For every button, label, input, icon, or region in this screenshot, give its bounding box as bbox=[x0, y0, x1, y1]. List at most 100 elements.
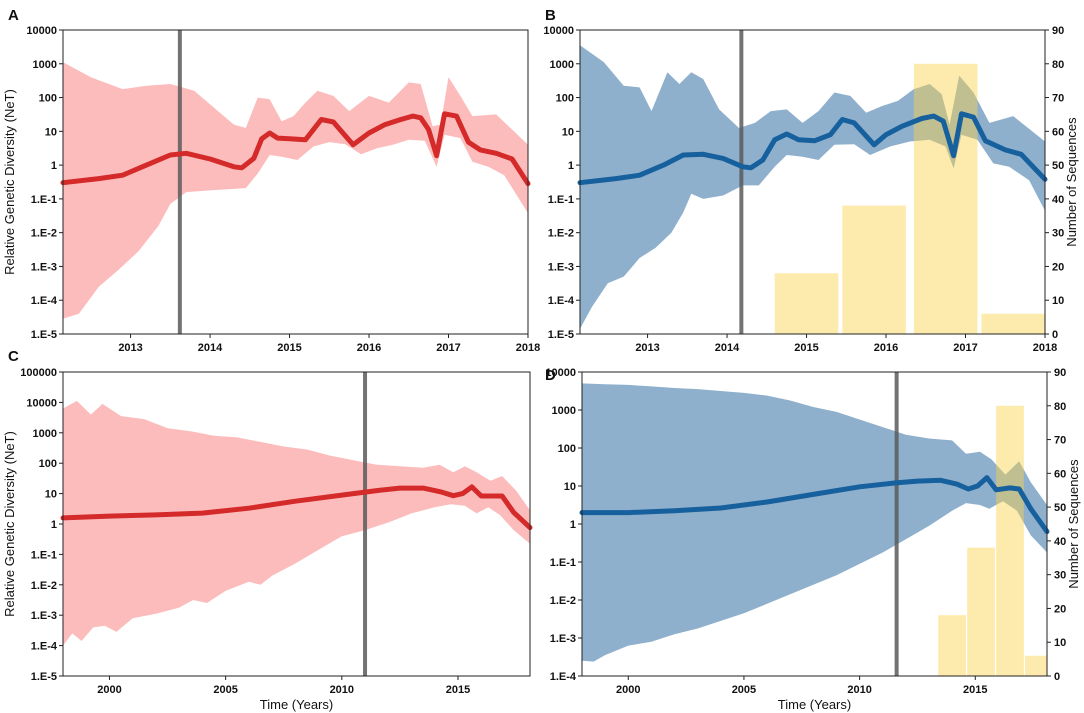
y-tick-label: 1.E-2 bbox=[31, 228, 57, 240]
x-axis-label: Time (Years) bbox=[260, 697, 333, 712]
y-tick-label: 1000 bbox=[552, 405, 576, 417]
y-tick-label: 1.E-1 bbox=[31, 194, 57, 206]
y2-axis-label: Number of Sequences bbox=[1066, 459, 1081, 589]
x-tick-label: 2005 bbox=[213, 684, 237, 696]
y-tick-label: 1.E-5 bbox=[31, 671, 57, 683]
y-tick-label: 1 bbox=[570, 519, 576, 531]
sequence-count-bar bbox=[913, 63, 978, 335]
plot-frame bbox=[579, 29, 1046, 335]
y-tick-label: 1.E-5 bbox=[31, 329, 57, 341]
y-tick-label: 1.E-4 bbox=[31, 295, 58, 307]
y-tick-label: 10 bbox=[45, 126, 57, 138]
x-tick-label: 2015 bbox=[446, 684, 470, 696]
median-line bbox=[60, 484, 533, 531]
y2-tick-label: 30 bbox=[1054, 570, 1066, 582]
y-tick-label: 1.E-4 bbox=[550, 671, 577, 683]
x-tick-label: 2017 bbox=[953, 342, 977, 354]
y-tick-label: 1.E-5 bbox=[548, 329, 574, 341]
y-tick-label: 1 bbox=[568, 160, 574, 172]
y-tick-label: 100 bbox=[39, 458, 57, 470]
x-tick-label: 2015 bbox=[963, 684, 987, 696]
confidence-band bbox=[63, 62, 528, 319]
y-axis-label: Relative Genetic Diversity (NeT) bbox=[2, 431, 17, 617]
y2-tick-label: 0 bbox=[1054, 671, 1060, 683]
y-tick-label: 1000 bbox=[33, 59, 57, 71]
panel-b: 1000010001001011.E-11.E-21.E-31.E-41.E-5… bbox=[543, 7, 1079, 354]
sequence-count-bar bbox=[774, 273, 839, 334]
y-tick-label: 1.E-3 bbox=[31, 610, 57, 622]
sequence-count-bar bbox=[842, 205, 906, 334]
sequence-count-bar bbox=[967, 547, 995, 676]
y2-tick-label: 40 bbox=[1052, 194, 1064, 206]
y-tick-label: 100 bbox=[556, 93, 574, 105]
y2-tick-label: 10 bbox=[1052, 295, 1064, 307]
panel-a: 10000 1000 100 10 1 1.E-1 1.E-2 1.E-3 1.E-4 1.E-5… bbox=[2, 7, 540, 354]
y-tick-label: 100000 bbox=[20, 367, 57, 379]
y-tick-label: 1.E-2 bbox=[31, 580, 57, 592]
y-tick-label: 1.E-1 bbox=[31, 549, 57, 561]
y-axis-label: Relative Genetic Diversity (NeT) bbox=[2, 89, 17, 275]
confidence-band bbox=[63, 400, 530, 646]
y2-tick-label: 0 bbox=[1052, 329, 1058, 341]
y-tick-label: 1000 bbox=[550, 59, 574, 71]
median-line bbox=[579, 475, 1050, 535]
median-line bbox=[577, 111, 1048, 186]
x-tick-label: 2014 bbox=[715, 342, 740, 354]
y2-tick-label: 90 bbox=[1052, 25, 1064, 37]
median-line bbox=[60, 111, 531, 187]
y2-tick-label: 90 bbox=[1054, 367, 1066, 379]
y-tick-label: 1.E-1 bbox=[548, 194, 574, 206]
x-tick-label: 2018 bbox=[1033, 342, 1057, 354]
y-tick-label: 1.E-3 bbox=[548, 261, 574, 273]
y-tick-label: 100 bbox=[39, 93, 57, 105]
y-tick-label: 1 bbox=[51, 160, 57, 172]
y2-tick-label: 40 bbox=[1054, 536, 1066, 548]
x-tick-label: 2015 bbox=[794, 342, 818, 354]
x-tick-label: 2010 bbox=[330, 684, 354, 696]
y-tick-label: 1.E-3 bbox=[550, 633, 576, 645]
y-tick-label: 1.E-1 bbox=[550, 557, 576, 569]
sequence-count-bar bbox=[938, 615, 967, 676]
x-tick-label: 2014 bbox=[198, 342, 223, 354]
y-tick-label: 1.E-4 bbox=[31, 641, 58, 653]
y-tick-label: 10 bbox=[45, 489, 57, 501]
y2-tick-label: 20 bbox=[1054, 603, 1066, 615]
x-tick-label: 2010 bbox=[847, 684, 871, 696]
y2-tick-label: 30 bbox=[1052, 228, 1064, 240]
x-axis-label: Time (Years) bbox=[778, 697, 851, 712]
sequence-count-bar bbox=[981, 313, 1045, 334]
y-tick-label: 1.E-3 bbox=[31, 261, 57, 273]
y-tick-label: 100 bbox=[558, 443, 576, 455]
y-tick-label: 1.E-2 bbox=[550, 595, 576, 607]
sequence-count-bar bbox=[1025, 655, 1047, 676]
panel-letter: B bbox=[545, 7, 556, 24]
panel-letter: A bbox=[8, 7, 19, 24]
y-tick-label: 10000 bbox=[26, 397, 57, 409]
x-tick-label: 2013 bbox=[635, 342, 659, 354]
x-tick-label: 2013 bbox=[118, 342, 142, 354]
x-tick-label: 2000 bbox=[97, 684, 121, 696]
y2-tick-label: 10 bbox=[1054, 637, 1066, 649]
x-tick-label: 2005 bbox=[732, 684, 756, 696]
y2-axis-label: Number of Sequences bbox=[1064, 117, 1079, 247]
y2-tick-label: 60 bbox=[1052, 126, 1064, 138]
confidence-band bbox=[582, 383, 1047, 662]
y-tick-label: 1000 bbox=[33, 428, 57, 440]
y2-tick-label: 60 bbox=[1054, 468, 1066, 480]
sequence-count-bar bbox=[996, 405, 1024, 676]
x-tick-label: 2016 bbox=[874, 342, 898, 354]
y2-tick-label: 70 bbox=[1052, 93, 1064, 105]
y-tick-label: 10000 bbox=[543, 25, 574, 37]
y2-tick-label: 50 bbox=[1054, 502, 1066, 514]
x-tick-label: 2000 bbox=[616, 684, 640, 696]
y-tick-label: 10000 bbox=[26, 25, 57, 37]
x-tick-label: 2015 bbox=[277, 342, 301, 354]
y2-tick-label: 80 bbox=[1054, 401, 1066, 413]
y-tick-label: 10000 bbox=[545, 367, 576, 379]
y-tick-label: 10 bbox=[564, 481, 576, 493]
plot-frame bbox=[62, 29, 529, 335]
y-tick-label: 1 bbox=[51, 519, 57, 531]
y-tick-label: 1.E-4 bbox=[548, 295, 575, 307]
